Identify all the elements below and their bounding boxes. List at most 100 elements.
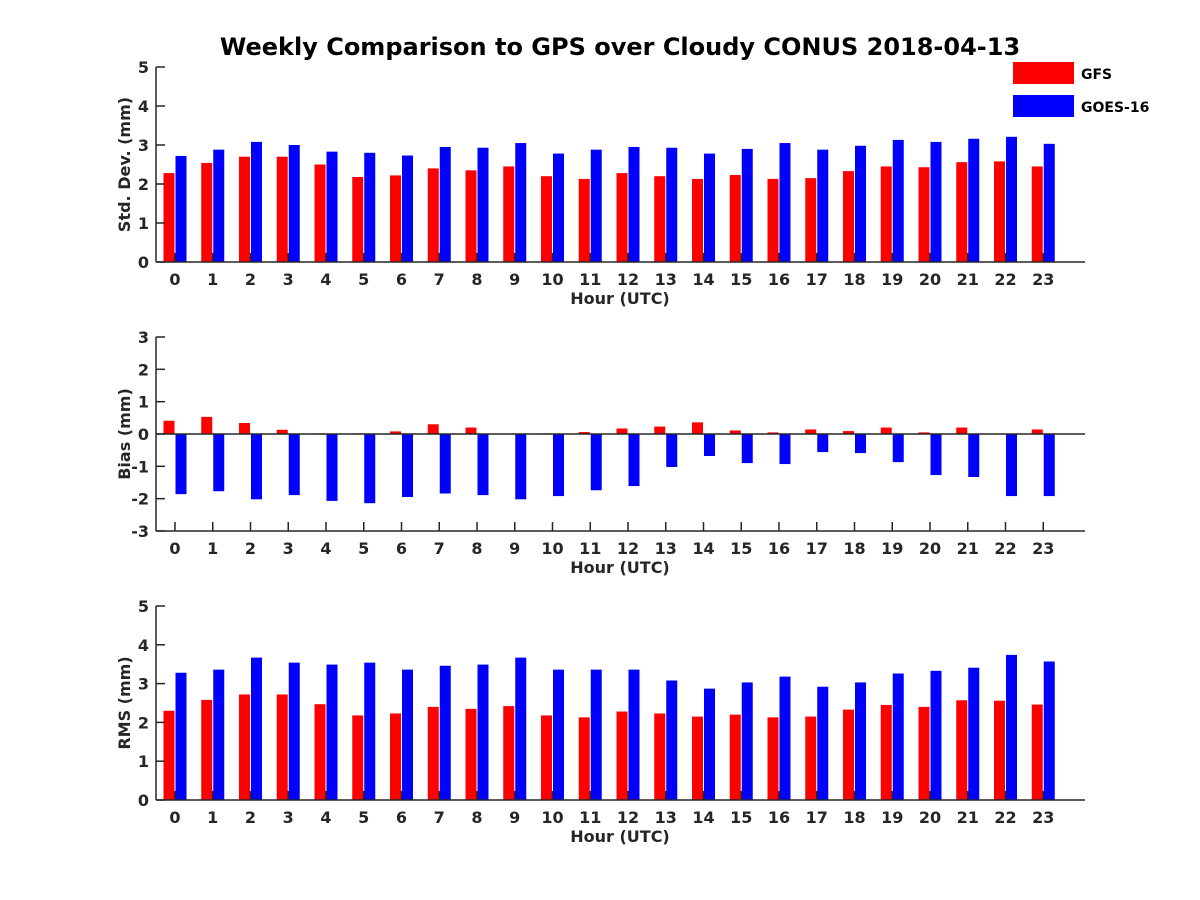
x-tick-label: 1 (207, 808, 218, 827)
bar-bias-goes16-h3 (288, 434, 300, 496)
x-tick-label: 7 (434, 539, 445, 558)
bar-std-dev-goes16-h6 (402, 155, 413, 262)
x-tick-label: 6 (396, 808, 407, 827)
bar-bias-goes16-h0 (175, 434, 187, 495)
y-tick-label: 5 (138, 597, 149, 616)
bar-rms-goes16-h12 (628, 669, 640, 800)
bar-rms-gfs-h8 (465, 708, 477, 800)
x-tick-label: 17 (806, 270, 828, 289)
x-tick-label: 5 (358, 270, 369, 289)
bar-std-dev-gfs-h22 (994, 161, 1005, 262)
legend-label-gfs: GFS (1081, 67, 1112, 83)
bar-rms-goes16-h15 (741, 682, 753, 800)
bar-rms-goes16-h14 (704, 688, 715, 800)
x-tick-label: 17 (806, 808, 828, 827)
bar-bias-gfs-h18 (843, 431, 854, 434)
x-tick-label: 16 (768, 270, 790, 289)
x-tick-label: 22 (994, 539, 1016, 558)
bar-std-dev-goes16-h17 (817, 149, 829, 262)
legend-swatch-goes16 (1013, 95, 1074, 117)
bar-bias-goes16-h5 (364, 434, 376, 504)
x-tick-label: 3 (283, 808, 294, 827)
bar-bias-goes16-h18 (855, 434, 866, 454)
bar-rms-goes16-h3 (288, 662, 300, 800)
y-tick-label: 2 (138, 175, 149, 194)
x-tick-label: 12 (617, 270, 639, 289)
bar-std-dev-goes16-h9 (515, 143, 527, 262)
x-tick-label: 17 (806, 539, 828, 558)
y-tick-label: -1 (131, 457, 149, 476)
bar-rms-gfs-h21 (956, 700, 968, 800)
x-tick-label: 13 (655, 270, 677, 289)
bar-rms-gfs-h15 (729, 714, 741, 800)
x-tick-label: 23 (1032, 270, 1054, 289)
bar-bias-gfs-h7 (427, 424, 439, 434)
bar-std-dev-gfs-h4 (314, 164, 326, 262)
x-tick-label: 9 (509, 808, 520, 827)
bar-std-dev-gfs-h8 (465, 170, 477, 262)
bar-rms-goes16-h16 (779, 676, 791, 800)
bar-bias-goes16-h17 (817, 434, 829, 453)
y-axis-label: Bias (mm) (115, 388, 134, 480)
x-tick-label: 2 (245, 270, 256, 289)
x-tick-label: 8 (471, 539, 482, 558)
x-tick-label: 23 (1032, 808, 1054, 827)
bar-rms-goes16-h1 (213, 669, 225, 800)
x-tick-label: 11 (579, 808, 601, 827)
bar-bias-gfs-h19 (880, 427, 892, 434)
bar-bias-goes16-h20 (930, 434, 942, 476)
bar-bias-goes16-h15 (741, 434, 753, 464)
bar-std-dev-goes16-h10 (553, 153, 564, 262)
y-tick-label: 4 (138, 636, 149, 655)
bar-bias-goes16-h22 (1006, 434, 1017, 497)
bar-rms-gfs-h16 (767, 717, 779, 800)
bar-rms-gfs-h2 (239, 694, 250, 800)
bar-bias-goes16-h8 (477, 434, 489, 496)
bar-rms-gfs-h23 (1031, 704, 1043, 800)
bar-rms-goes16-h2 (251, 657, 262, 800)
bar-std-dev-gfs-h5 (352, 176, 364, 262)
bar-bias-goes16-h14 (704, 434, 715, 456)
x-tick-label: 16 (768, 808, 790, 827)
bar-rms-gfs-h11 (578, 717, 590, 800)
x-tick-label: 21 (957, 808, 979, 827)
bar-std-dev-gfs-h23 (1031, 166, 1043, 262)
x-tick-label: 8 (471, 808, 482, 827)
bar-bias-goes16-h21 (968, 434, 980, 478)
x-tick-label: 2 (245, 539, 256, 558)
bar-rms-goes16-h7 (439, 665, 451, 800)
bar-bias-gfs-h1 (201, 416, 213, 434)
x-tick-label: 13 (655, 539, 677, 558)
chart-title: Weekly Comparison to GPS over Cloudy CON… (220, 33, 1020, 61)
y-tick-label: 1 (138, 752, 149, 771)
bar-std-dev-goes16-h19 (892, 139, 904, 262)
x-axis-label: Hour (UTC) (570, 289, 670, 308)
x-tick-label: 18 (843, 539, 865, 558)
x-tick-label: 9 (509, 270, 520, 289)
x-axis-label: Hour (UTC) (570, 827, 670, 846)
y-tick-label: -3 (131, 522, 149, 541)
bar-std-dev-goes16-h16 (779, 143, 791, 262)
x-tick-label: 9 (509, 539, 520, 558)
y-axis-label: RMS (mm) (115, 656, 134, 749)
x-axis-label: Hour (UTC) (570, 558, 670, 577)
x-tick-label: 7 (434, 270, 445, 289)
y-tick-label: 0 (138, 791, 149, 810)
x-tick-label: 14 (692, 539, 714, 558)
bar-std-dev-gfs-h0 (163, 173, 175, 262)
bar-bias-gfs-h14 (692, 422, 703, 434)
y-tick-label: 5 (138, 58, 149, 77)
bar-bias-gfs-h13 (654, 426, 666, 434)
bar-rms-goes16-h22 (1006, 654, 1017, 800)
y-tick-label: 4 (138, 97, 149, 116)
x-tick-label: 22 (994, 270, 1016, 289)
x-tick-label: 10 (541, 808, 563, 827)
bar-rms-goes16-h20 (930, 670, 942, 800)
bar-rms-goes16-h23 (1043, 661, 1055, 800)
bar-std-dev-goes16-h8 (477, 147, 489, 262)
x-tick-label: 10 (541, 539, 563, 558)
bar-bias-gfs-h17 (805, 429, 817, 434)
x-tick-label: 4 (320, 270, 331, 289)
bar-rms-goes16-h13 (666, 680, 678, 800)
bar-rms-gfs-h12 (616, 711, 628, 800)
